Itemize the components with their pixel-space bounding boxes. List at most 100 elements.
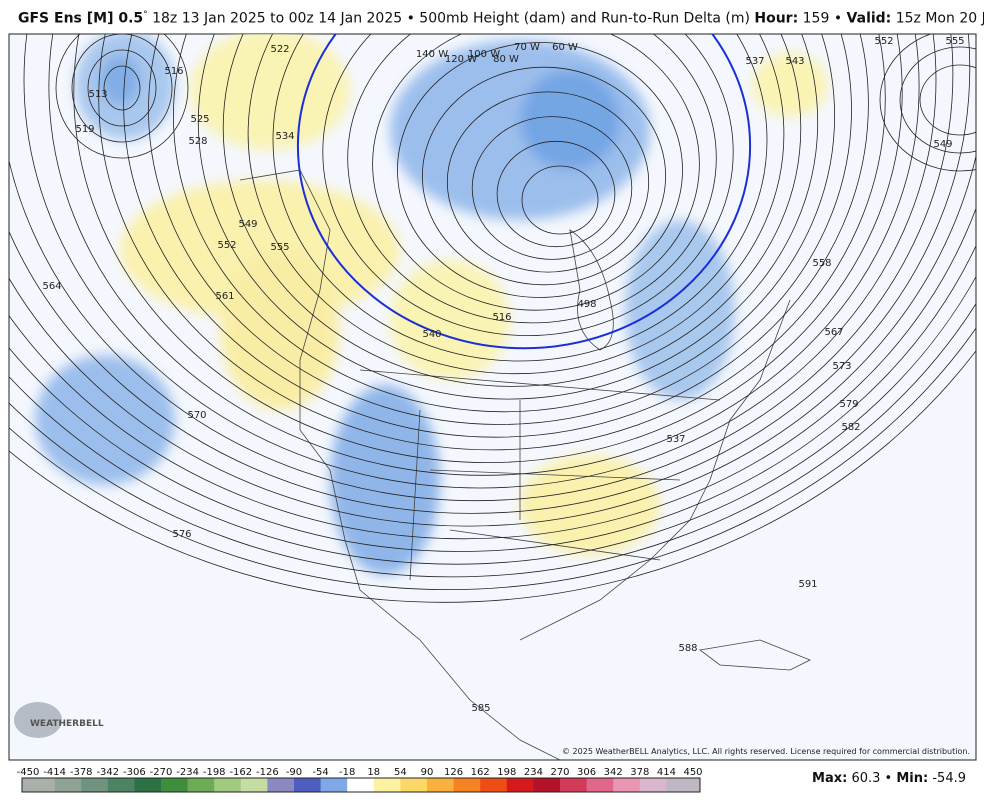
- colorbar-swatch: [161, 778, 189, 792]
- colorbar-swatch: [400, 778, 428, 792]
- hour-value: 159: [802, 10, 830, 27]
- colorbar-tick-label: 306: [577, 767, 596, 778]
- colorbar-swatch: [639, 778, 667, 792]
- colorbar-swatch: [453, 778, 481, 792]
- max-label: Max:: [812, 771, 848, 786]
- colorbar-tick-label: -54: [312, 767, 328, 778]
- colorbar-swatch: [480, 778, 508, 792]
- colorbar-swatch: [373, 778, 401, 792]
- contour-label: 570: [187, 410, 206, 421]
- contour: [879, 34, 976, 172]
- contour-label: 549: [933, 139, 952, 150]
- contour-label: 543: [785, 56, 804, 67]
- contour-label: 537: [666, 434, 685, 445]
- contour-label: 564: [42, 281, 61, 292]
- contour: [521, 165, 599, 235]
- contour: [919, 64, 976, 136]
- contour-label: 555: [945, 36, 964, 47]
- colorbar-tick-label: 54: [394, 767, 407, 778]
- contour-label: 60 W: [552, 42, 578, 53]
- contour: [9, 153, 976, 527]
- height-contours: [9, 34, 976, 603]
- contour-label: 70 W: [514, 42, 540, 53]
- colorbar-tick-label: 378: [630, 767, 649, 778]
- contour-label: 558: [812, 258, 831, 269]
- contour-label: 525: [190, 114, 209, 125]
- contour-label: 516: [492, 312, 511, 323]
- separator: •: [833, 10, 843, 27]
- colorbar-swatch: [347, 778, 375, 792]
- contour: [322, 34, 734, 336]
- contour: [347, 34, 717, 324]
- min-value: -54.9: [932, 771, 966, 786]
- contour-label: 561: [215, 291, 234, 302]
- contour: [23, 34, 937, 489]
- colorbar-tick-label: -342: [96, 767, 119, 778]
- colorbar-tick-label: -378: [70, 767, 93, 778]
- colorbar-tick-label: -414: [43, 767, 66, 778]
- degree: °: [143, 10, 148, 20]
- contour: [471, 116, 633, 260]
- colorbar-frame: [21, 777, 701, 793]
- colorbar-swatch: [586, 778, 614, 792]
- contour: [197, 34, 819, 400]
- colorbar-swatch: [533, 778, 561, 792]
- contour-label: 513: [88, 89, 107, 100]
- colorbar-end: [693, 778, 700, 792]
- contour: [9, 349, 976, 603]
- model: GFS Ens [M] 0.5: [18, 10, 144, 27]
- contour-label: 80 W: [493, 54, 519, 65]
- colorbar-tick-label: 90: [421, 767, 434, 778]
- colorbar-tick-label: 18: [367, 767, 380, 778]
- contour: [272, 34, 768, 362]
- colorbar-swatch: [240, 778, 268, 792]
- contour-label: 120 W: [445, 54, 477, 65]
- contour: [87, 49, 157, 127]
- min-label: Min:: [896, 771, 929, 786]
- colorbar-swatch: [506, 778, 534, 792]
- contour: [247, 34, 785, 375]
- contour: [148, 34, 852, 425]
- contour: [296, 34, 752, 350]
- colorbar-swatch: [294, 778, 322, 792]
- colorbar-tick-label: 450: [683, 767, 702, 778]
- contour-label: 552: [874, 36, 893, 47]
- colorbar-tick-label: -234: [176, 767, 199, 778]
- contour: [173, 34, 835, 413]
- colorbar-swatch: [214, 778, 242, 792]
- contour-label: 140 W: [416, 49, 448, 60]
- separator: •: [884, 771, 893, 786]
- contour-label: 516: [164, 66, 183, 77]
- copyright: © 2025 WeatherBELL Analytics, LLC. All r…: [562, 747, 970, 756]
- contour-label: 585: [471, 703, 490, 714]
- contour-label: 576: [172, 529, 191, 540]
- colorbar-swatch: [54, 778, 82, 792]
- colorbar-swatch: [187, 778, 215, 792]
- contour: [9, 244, 976, 552]
- contour-label: 552: [217, 240, 236, 251]
- contour-label: 528: [188, 136, 207, 147]
- contour-label: 555: [270, 242, 289, 253]
- contour-label: 591: [798, 579, 817, 590]
- contour: [9, 34, 971, 514]
- colorbar-swatch: [613, 778, 641, 792]
- contour-label: 534: [275, 131, 294, 142]
- hour-label: Hour:: [754, 10, 799, 27]
- contour: [222, 34, 802, 387]
- colorbar-tick-label: -450: [17, 767, 40, 778]
- contour: [9, 327, 976, 590]
- contour: [397, 42, 683, 298]
- colorbar-tick-label: 270: [550, 767, 569, 778]
- colorbar-swatch: [666, 778, 694, 792]
- colorbar-tick-label: -198: [203, 767, 226, 778]
- contour-label: 567: [824, 327, 843, 338]
- colorbar-tick-label: 126: [444, 767, 463, 778]
- colorbar-swatch: [107, 778, 135, 792]
- contour: [73, 34, 903, 463]
- contour: [899, 46, 976, 154]
- contour-label: 579: [839, 399, 858, 410]
- contour: [9, 34, 954, 501]
- colorbar-tick-label: -162: [229, 767, 252, 778]
